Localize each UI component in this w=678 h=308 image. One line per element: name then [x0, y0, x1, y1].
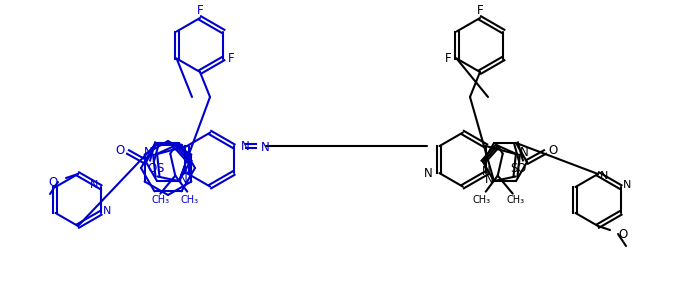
Text: O: O: [549, 144, 557, 156]
Text: N: N: [482, 165, 491, 178]
Text: F: F: [197, 3, 203, 17]
Text: N: N: [90, 180, 98, 190]
Text: CH₃: CH₃: [151, 195, 170, 205]
Text: N: N: [182, 165, 191, 178]
Text: N: N: [179, 173, 188, 186]
Text: O: O: [147, 162, 157, 176]
Text: N: N: [600, 171, 608, 181]
Text: S: S: [510, 162, 517, 175]
Text: N: N: [520, 146, 529, 159]
Text: CH₃: CH₃: [506, 195, 525, 205]
Text: N: N: [485, 173, 494, 186]
Text: F: F: [228, 52, 235, 65]
Text: CH₃: CH₃: [180, 195, 199, 205]
Text: O: O: [115, 144, 125, 156]
Text: N: N: [424, 167, 433, 180]
Text: N: N: [144, 146, 153, 159]
Text: O: O: [49, 176, 58, 188]
Text: F: F: [445, 52, 452, 65]
Text: S: S: [156, 162, 163, 175]
Text: O: O: [618, 228, 627, 241]
Text: N: N: [241, 140, 250, 152]
Text: N: N: [622, 180, 631, 190]
Text: N: N: [260, 140, 269, 154]
Text: F: F: [477, 3, 483, 17]
Text: N: N: [102, 206, 111, 216]
Text: CH₃: CH₃: [473, 195, 491, 205]
Text: O: O: [517, 162, 525, 176]
